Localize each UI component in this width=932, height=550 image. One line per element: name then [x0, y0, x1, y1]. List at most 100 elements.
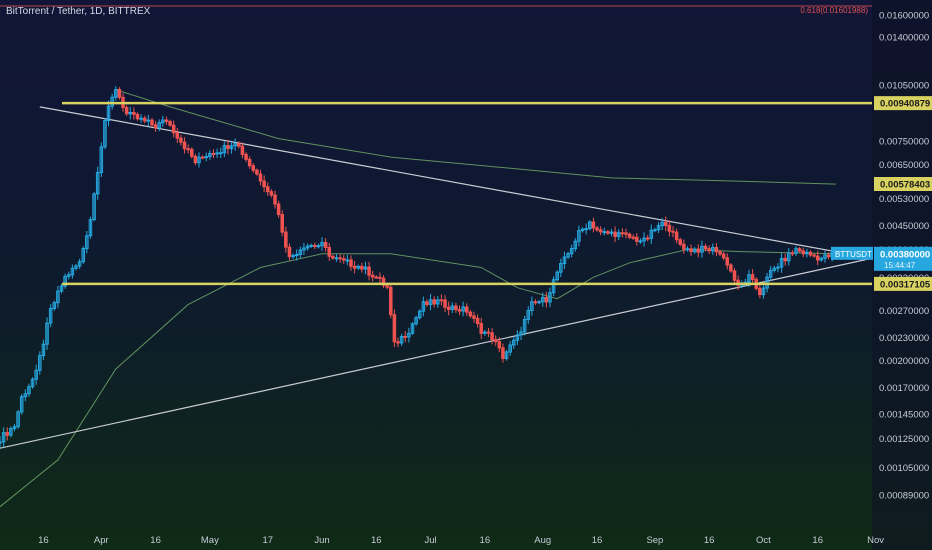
candle[interactable]: [95, 166, 100, 200]
candle[interactable]: [164, 116, 169, 125]
candle[interactable]: [247, 156, 252, 169]
candle[interactable]: [334, 254, 339, 262]
candle[interactable]: [110, 93, 114, 110]
candle[interactable]: [407, 327, 411, 343]
candle[interactable]: [776, 263, 780, 273]
candle[interactable]: [313, 242, 317, 250]
candle[interactable]: [27, 383, 31, 397]
candle[interactable]: [787, 248, 791, 266]
candle[interactable]: [678, 237, 682, 247]
candle[interactable]: [464, 303, 469, 316]
candle[interactable]: [45, 317, 49, 350]
candle[interactable]: [48, 304, 53, 328]
candle[interactable]: [812, 253, 816, 258]
candle[interactable]: [240, 142, 245, 159]
candle[interactable]: [620, 228, 625, 238]
candle[interactable]: [233, 138, 237, 152]
candle[interactable]: [66, 271, 71, 280]
candle[interactable]: [627, 232, 632, 239]
candle[interactable]: [457, 305, 462, 316]
candle[interactable]: [186, 144, 190, 154]
candle[interactable]: [472, 311, 476, 323]
candle[interactable]: [352, 260, 357, 274]
candle[interactable]: [443, 295, 447, 313]
candle[interactable]: [0, 436, 2, 448]
candle[interactable]: [70, 264, 75, 279]
candle[interactable]: [530, 296, 534, 316]
candle[interactable]: [497, 337, 502, 353]
candle[interactable]: [389, 283, 393, 319]
candle[interactable]: [580, 227, 585, 233]
candle[interactable]: [349, 255, 353, 271]
candle[interactable]: [635, 232, 639, 246]
candle[interactable]: [540, 292, 545, 307]
candle[interactable]: [815, 250, 820, 266]
candle[interactable]: [396, 337, 400, 348]
candle[interactable]: [139, 114, 143, 123]
candle[interactable]: [414, 315, 418, 326]
candle[interactable]: [671, 226, 675, 238]
candle[interactable]: [74, 263, 78, 271]
candle[interactable]: [124, 105, 129, 117]
candle[interactable]: [114, 86, 118, 101]
candle[interactable]: [512, 336, 516, 349]
candle[interactable]: [403, 331, 408, 343]
candle[interactable]: [341, 254, 346, 264]
candle[interactable]: [103, 118, 107, 150]
candle[interactable]: [1, 427, 6, 448]
candle[interactable]: [573, 238, 578, 252]
candle[interactable]: [5, 427, 10, 441]
candle[interactable]: [707, 245, 711, 255]
candle[interactable]: [616, 229, 621, 240]
candle[interactable]: [190, 147, 194, 159]
candle[interactable]: [689, 244, 693, 256]
candle[interactable]: [30, 377, 35, 389]
candle[interactable]: [175, 127, 180, 144]
candle[interactable]: [486, 327, 491, 338]
candle[interactable]: [711, 243, 715, 255]
candle[interactable]: [399, 333, 404, 346]
candle[interactable]: [146, 114, 151, 127]
candle[interactable]: [356, 264, 360, 270]
candle[interactable]: [302, 242, 306, 256]
candle[interactable]: [258, 169, 263, 186]
candle[interactable]: [23, 389, 28, 402]
candle[interactable]: [645, 235, 650, 242]
candle[interactable]: [381, 275, 386, 289]
candle[interactable]: [193, 153, 198, 166]
candle[interactable]: [182, 137, 187, 154]
candle[interactable]: [255, 168, 259, 176]
candle[interactable]: [591, 217, 596, 233]
candle[interactable]: [432, 296, 436, 308]
candle[interactable]: [555, 270, 559, 282]
candle[interactable]: [135, 112, 140, 121]
candle[interactable]: [229, 140, 234, 154]
candle[interactable]: [768, 266, 773, 282]
candle[interactable]: [63, 273, 67, 289]
candle[interactable]: [783, 253, 787, 266]
candle[interactable]: [779, 252, 784, 273]
candle[interactable]: [544, 291, 549, 308]
candle[interactable]: [475, 314, 480, 328]
candle[interactable]: [696, 244, 701, 258]
candle[interactable]: [493, 335, 498, 346]
candle[interactable]: [718, 249, 722, 257]
candle[interactable]: [501, 343, 505, 363]
candle[interactable]: [370, 270, 375, 282]
candle[interactable]: [327, 242, 332, 261]
candle[interactable]: [215, 148, 219, 159]
candle[interactable]: [106, 100, 111, 127]
candle[interactable]: [421, 296, 426, 317]
time-axis[interactable]: 16 Apr 16 May 17 Jun 16 Jul 16 Aug 16 Sep 16 Oct 16 Nov: [38, 535, 884, 546]
candle[interactable]: [649, 224, 654, 244]
candle[interactable]: [522, 315, 527, 336]
candle[interactable]: [519, 326, 523, 340]
candle[interactable]: [85, 230, 89, 254]
candle[interactable]: [244, 151, 248, 162]
candle[interactable]: [526, 306, 531, 324]
candle[interactable]: [360, 262, 364, 273]
candle[interactable]: [714, 243, 719, 257]
candle[interactable]: [251, 162, 256, 173]
